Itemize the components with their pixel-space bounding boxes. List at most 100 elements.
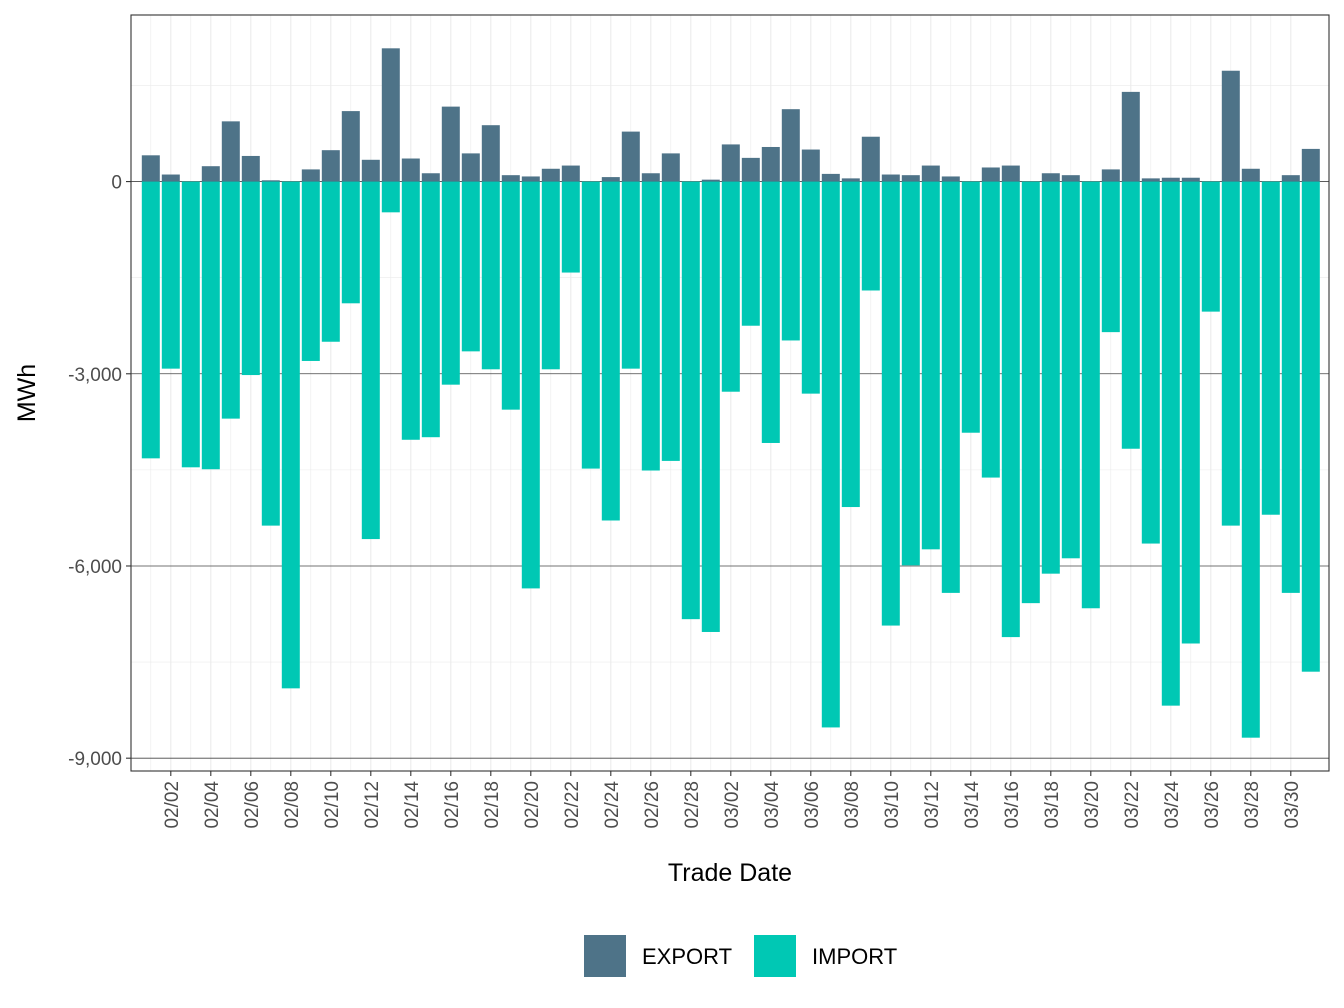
bar-export-03-18: [1041, 173, 1060, 182]
legend-label-export: EXPORT: [642, 944, 732, 969]
bars-layer: [141, 48, 1320, 738]
bar-export-02-24: [601, 177, 620, 182]
y-tick-label: -6,000: [68, 557, 122, 578]
bar-export-03-06: [801, 149, 820, 182]
y-axis-title: MWh: [13, 364, 41, 422]
x-tick-label: 02/14: [402, 781, 423, 829]
bar-import-03-13: [941, 181, 960, 593]
bar-export-02-10: [321, 150, 340, 182]
bar-import-03-04: [761, 181, 780, 443]
x-tick-label: 02/18: [482, 781, 503, 829]
bar-export-02-19: [501, 175, 520, 182]
bar-import-02-02: [161, 181, 180, 369]
bar-export-03-07: [821, 173, 840, 182]
x-axis-title: Trade Date: [668, 859, 792, 887]
bar-import-03-29: [1261, 181, 1280, 515]
bar-import-03-06: [801, 181, 820, 394]
bar-import-03-24: [1161, 181, 1180, 706]
x-tick-label: 02/22: [562, 781, 583, 829]
legend-key-export: [584, 935, 626, 977]
bar-export-02-16: [441, 106, 460, 182]
x-tick-label: 03/08: [842, 781, 863, 829]
bar-export-02-04: [201, 166, 220, 182]
bar-export-03-09: [861, 136, 880, 182]
x-tick-label: 03/14: [962, 781, 983, 829]
bar-import-03-20: [1081, 181, 1100, 609]
bar-export-02-14: [401, 158, 420, 182]
x-tick-label: 03/18: [1042, 781, 1063, 829]
bar-import-03-12: [921, 181, 940, 550]
bar-export-02-22: [561, 165, 580, 182]
bar-import-02-10: [321, 181, 340, 342]
bar-import-02-26: [641, 181, 660, 471]
x-tick-label: 02/28: [682, 781, 703, 829]
bar-import-03-05: [781, 181, 800, 341]
bar-export-03-03: [741, 157, 760, 182]
bar-import-03-21: [1101, 181, 1120, 333]
bar-import-02-13: [381, 181, 400, 213]
x-tick-label: 03/10: [882, 781, 903, 829]
x-tick-label: 03/04: [762, 781, 783, 829]
x-tick-label: 03/16: [1002, 781, 1023, 829]
bar-import-03-25: [1181, 181, 1200, 644]
x-tick-label: 02/24: [602, 781, 623, 829]
bar-import-03-23: [1141, 181, 1160, 544]
bar-export-03-04: [761, 146, 780, 182]
bar-export-03-01: [701, 179, 720, 182]
bar-export-02-25: [621, 131, 640, 182]
x-tick-label: 03/24: [1162, 781, 1183, 829]
y-axis: -9,000 -6,000 -3,000 0: [68, 173, 131, 770]
bar-export-03-22: [1121, 91, 1140, 182]
bar-import-02-19: [501, 181, 520, 410]
x-tick-label: 02/02: [162, 781, 183, 829]
y-tick-label: -9,000: [68, 749, 122, 770]
y-tick-label: 0: [111, 173, 122, 194]
bar-import-02-03: [181, 181, 200, 468]
bar-export-02-26: [641, 173, 660, 182]
bar-export-02-05: [221, 121, 240, 182]
y-tick-label: -3,000: [68, 365, 122, 386]
bar-export-03-13: [941, 176, 960, 182]
bar-import-02-25: [621, 181, 640, 369]
bar-import-03-28: [1241, 181, 1260, 738]
bar-import-03-17: [1021, 181, 1040, 604]
x-tick-label: 03/12: [922, 781, 943, 829]
bar-import-02-18: [481, 181, 500, 370]
bar-export-02-13: [381, 48, 400, 182]
bar-export-03-10: [881, 174, 900, 182]
bar-import-03-09: [861, 181, 880, 291]
bar-import-02-23: [581, 181, 600, 469]
bar-import-03-03: [741, 181, 760, 326]
bar-import-02-14: [401, 181, 420, 440]
bar-import-02-07: [261, 181, 280, 526]
bar-export-02-01: [141, 155, 160, 182]
bar-export-03-19: [1061, 175, 1080, 182]
bar-export-02-20: [521, 176, 540, 182]
x-tick-label: 02/06: [242, 781, 263, 829]
x-tick-label: 02/08: [282, 781, 303, 829]
x-tick-label: 02/10: [322, 781, 343, 829]
bar-export-03-31: [1301, 148, 1320, 182]
bar-import-02-24: [601, 181, 620, 521]
bar-export-02-18: [481, 125, 500, 182]
bar-import-03-31: [1301, 181, 1320, 672]
plot-panel-border: [130, 14, 1330, 772]
x-tick-label: 02/16: [442, 781, 463, 829]
bar-export-02-02: [161, 174, 180, 182]
x-axis: 02/02 02/04 02/06 02/08 02/10 02/12 02/14 02/16…: [162, 771, 1303, 829]
bar-import-03-26: [1201, 181, 1220, 312]
x-tick-label: 03/20: [1082, 781, 1103, 829]
bar-import-02-15: [421, 181, 440, 438]
bar-import-02-01: [141, 181, 160, 459]
bar-import-03-16: [1001, 181, 1020, 638]
bar-export-03-23: [1141, 178, 1160, 182]
x-tick-label: 03/26: [1202, 781, 1223, 829]
bar-import-03-02: [721, 181, 740, 392]
x-tick-label: 02/20: [522, 781, 543, 829]
bar-export-02-12: [361, 159, 380, 182]
bar-export-02-15: [421, 173, 440, 182]
x-tick-label: 03/22: [1122, 781, 1143, 829]
bar-import-03-08: [841, 181, 860, 508]
bar-import-02-04: [201, 181, 220, 470]
x-tick-label: 03/28: [1242, 781, 1263, 829]
